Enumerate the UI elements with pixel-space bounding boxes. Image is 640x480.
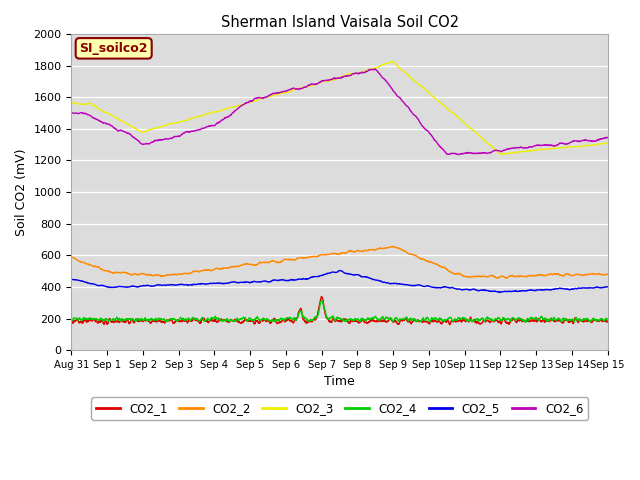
CO2_4 bbox=[495, 315, 503, 321]
CO2_5 bbox=[336, 267, 344, 273]
CO2_3 bbox=[355, 71, 363, 76]
Line: CO2_6: CO2_6 bbox=[72, 69, 608, 155]
CO2_6 bbox=[217, 118, 225, 124]
CO2_1 bbox=[557, 319, 564, 324]
CO2_4 bbox=[318, 298, 326, 303]
CO2_6 bbox=[572, 138, 580, 144]
CO2_3 bbox=[604, 140, 612, 146]
CO2_4 bbox=[367, 316, 374, 322]
CO2_1 bbox=[317, 294, 325, 300]
CO2_4 bbox=[68, 318, 76, 324]
Line: CO2_3: CO2_3 bbox=[72, 61, 608, 155]
CO2_6 bbox=[496, 148, 504, 154]
CO2_2 bbox=[68, 254, 76, 260]
CO2_6 bbox=[371, 66, 379, 72]
Text: SI_soilco2: SI_soilco2 bbox=[79, 42, 148, 55]
CO2_5 bbox=[497, 289, 504, 295]
CO2_5 bbox=[217, 280, 225, 286]
CO2_6 bbox=[455, 152, 463, 157]
CO2_1 bbox=[496, 318, 504, 324]
CO2_4 bbox=[355, 318, 363, 324]
Line: CO2_4: CO2_4 bbox=[72, 300, 608, 322]
CO2_5 bbox=[68, 276, 76, 282]
CO2_1 bbox=[367, 318, 374, 324]
CO2_2 bbox=[604, 271, 612, 277]
CO2_2 bbox=[495, 275, 503, 280]
CO2_1 bbox=[217, 317, 225, 323]
CO2_6 bbox=[355, 71, 363, 76]
CO2_4 bbox=[604, 317, 612, 323]
CO2_2 bbox=[389, 243, 397, 249]
CO2_5 bbox=[572, 286, 580, 291]
CO2_4 bbox=[557, 318, 564, 324]
Line: CO2_1: CO2_1 bbox=[72, 297, 608, 324]
CO2_2 bbox=[367, 247, 374, 253]
Line: CO2_2: CO2_2 bbox=[72, 246, 608, 278]
CO2_3 bbox=[497, 152, 504, 157]
CO2_6 bbox=[68, 110, 76, 116]
X-axis label: Time: Time bbox=[324, 375, 355, 388]
CO2_2 bbox=[503, 275, 511, 281]
CO2_1 bbox=[604, 319, 612, 324]
CO2_4 bbox=[217, 317, 225, 323]
CO2_5 bbox=[557, 286, 564, 291]
CO2_3 bbox=[217, 108, 225, 113]
CO2_5 bbox=[367, 276, 374, 281]
CO2_2 bbox=[557, 272, 564, 278]
CO2_6 bbox=[367, 67, 374, 72]
CO2_4 bbox=[572, 314, 580, 320]
Line: CO2_5: CO2_5 bbox=[72, 270, 608, 292]
CO2_5 bbox=[355, 272, 363, 278]
CO2_2 bbox=[355, 248, 363, 254]
CO2_1 bbox=[445, 322, 453, 327]
CO2_3 bbox=[367, 67, 374, 72]
CO2_6 bbox=[604, 135, 612, 141]
CO2_3 bbox=[390, 59, 397, 64]
CO2_1 bbox=[572, 316, 580, 322]
Title: Sherman Island Vaisala Soil CO2: Sherman Island Vaisala Soil CO2 bbox=[221, 15, 459, 30]
CO2_5 bbox=[604, 284, 612, 290]
CO2_3 bbox=[495, 151, 503, 156]
Legend: CO2_1, CO2_2, CO2_3, CO2_4, CO2_5, CO2_6: CO2_1, CO2_2, CO2_3, CO2_4, CO2_5, CO2_6 bbox=[91, 397, 588, 420]
CO2_2 bbox=[217, 266, 225, 272]
CO2_3 bbox=[572, 144, 580, 150]
Y-axis label: Soil CO2 (mV): Soil CO2 (mV) bbox=[15, 148, 28, 236]
CO2_2 bbox=[572, 272, 580, 277]
CO2_1 bbox=[355, 320, 363, 326]
CO2_5 bbox=[495, 289, 503, 295]
CO2_4 bbox=[570, 319, 578, 325]
CO2_6 bbox=[557, 140, 564, 146]
CO2_3 bbox=[68, 100, 76, 106]
CO2_3 bbox=[557, 144, 564, 150]
CO2_1 bbox=[68, 318, 76, 324]
